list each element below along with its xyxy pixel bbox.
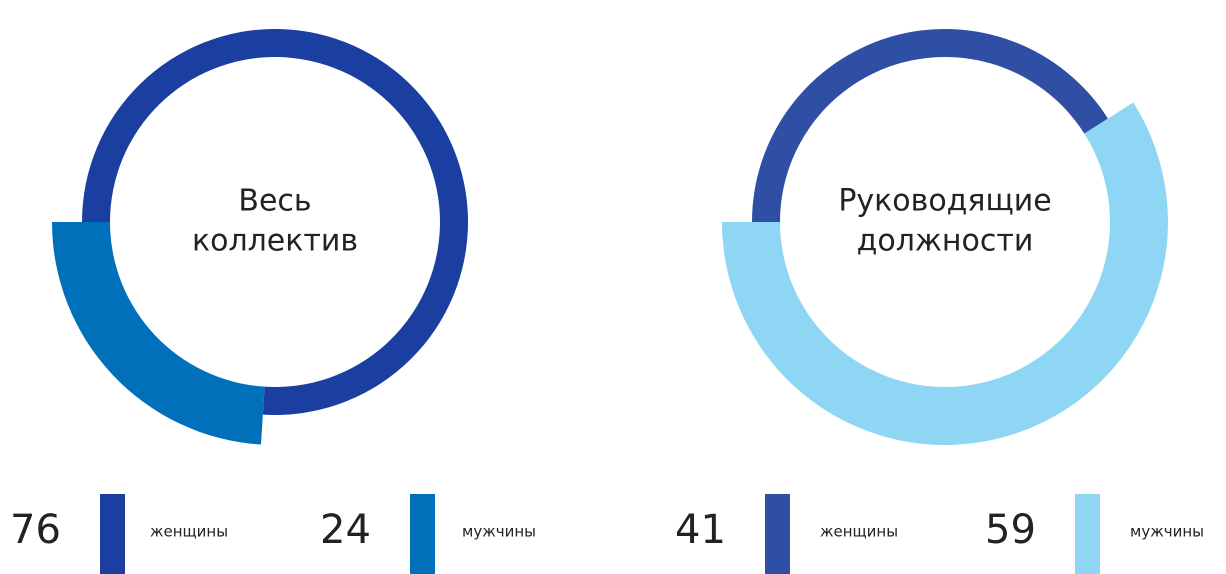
legend-value: 24	[320, 507, 371, 553]
legend-value: 76	[10, 507, 61, 553]
legend-swatch	[410, 494, 435, 574]
legend-swatch	[100, 494, 125, 574]
legend-swatch	[765, 494, 790, 574]
center-label: должности	[857, 224, 1034, 259]
legend-value: 41	[675, 507, 726, 553]
donut-segment	[52, 222, 265, 445]
legend-value: 59	[985, 507, 1036, 553]
donut-segment	[722, 102, 1168, 445]
legend-label: мужчины	[462, 523, 536, 541]
donut-segment	[751, 28, 1108, 222]
center-label: коллектив	[192, 224, 358, 259]
legend-swatch	[1075, 494, 1100, 574]
center-label: Весь	[238, 184, 311, 219]
legend-label: женщины	[820, 523, 898, 541]
legend-label: мужчины	[1130, 523, 1204, 541]
center-label: Руководящие	[838, 184, 1051, 219]
legend-label: женщины	[150, 523, 228, 541]
